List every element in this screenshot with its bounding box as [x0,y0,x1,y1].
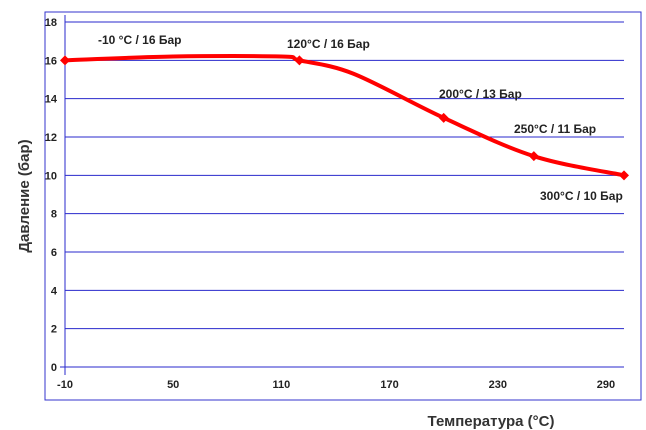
series-line [63,54,626,178]
x-tick-label: 50 [167,379,179,391]
annotation-label: 120°C / 16 Бар [287,37,370,51]
y-tick-label: 18 [45,17,57,29]
plot-frame [44,11,642,401]
x-tick-label: 110 [273,379,291,391]
y-tick-label: 0 [51,362,57,374]
data-point-marker [438,112,449,123]
y-tick-labels: 0 2 4 6 8 10 12 14 16 18 [45,17,58,374]
y-tick-label: 8 [51,209,57,221]
annotation-label: 300°C / 10 Бар [540,189,623,203]
x-tick-label: 230 [489,379,507,391]
data-point-marker [60,55,70,66]
y-tick-label: 16 [45,55,57,67]
x-tick-label: 170 [380,379,398,391]
y-tick-label: 2 [51,324,57,336]
data-point-marker [619,170,629,181]
y-tick-label: 14 [45,94,58,106]
y-tick-label: 6 [51,247,57,259]
y-tick-label: 12 [45,132,57,144]
y-tick-label: 10 [45,170,57,182]
annotation-label: -10 °C / 16 Бар [98,33,181,47]
axes [60,15,624,375]
data-point-marker [528,151,539,162]
x-tick-label: 290 [597,379,615,391]
grid-lines [65,21,624,330]
x-axis-title: Температура (°C) [428,413,555,430]
x-tick-labels: -10 50 110 170 230 290 [57,379,615,391]
data-point-marker [294,55,305,66]
annotation-label: 250°C / 11 Бар [514,122,596,136]
series-group [60,54,629,181]
x-tick-label: -10 [57,379,73,391]
y-tick-label: 4 [51,285,58,297]
y-axis-title: Давление (бар) [16,139,33,252]
annotation-label: 200°C / 13 Бар [439,87,522,101]
annotation-labels: -10 °C / 16 Бар 120°C / 16 Бар 200°C / 1… [98,33,623,203]
